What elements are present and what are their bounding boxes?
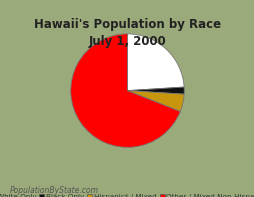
Wedge shape [127,91,183,112]
Text: Hawaii's Population by Race: Hawaii's Population by Race [34,18,220,31]
Wedge shape [127,87,183,94]
Legend: White Only, Black Only, Hispanic* / Mixed, Other / Mixed Non-Hispanic: White Only, Black Only, Hispanic* / Mixe… [0,191,254,197]
Wedge shape [71,34,180,147]
Wedge shape [127,34,183,91]
Text: PopulationByState.com: PopulationByState.com [10,186,99,195]
Text: July 1, 2000: July 1, 2000 [88,35,166,48]
